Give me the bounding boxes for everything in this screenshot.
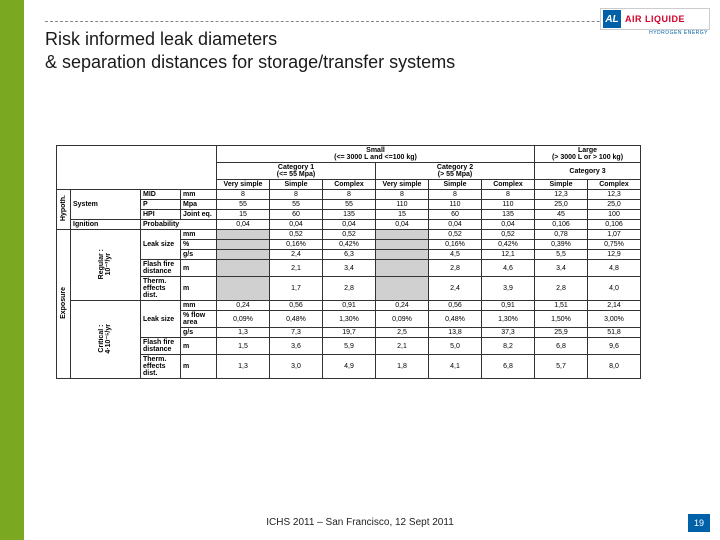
logo: AL AIR LIQUIDE xyxy=(600,8,710,30)
title-line2: & separation distances for storage/trans… xyxy=(45,52,455,72)
logo-text: AIR LIQUIDE xyxy=(625,14,685,24)
footer-text: ICHS 2011 – San Francisco, 12 Sept 2011 xyxy=(0,517,720,528)
page-title: Risk informed leak diameters & separatio… xyxy=(45,28,455,73)
page-number: 19 xyxy=(688,514,710,532)
logo-subtitle: HYDROGEN ENERGY xyxy=(649,30,708,36)
logo-icon: AL xyxy=(603,10,621,28)
title-line1: Risk informed leak diameters xyxy=(45,29,277,49)
accent-bar xyxy=(0,0,24,540)
data-table: Small(<= 3000 L and <=100 kg)Large(> 300… xyxy=(56,145,696,379)
